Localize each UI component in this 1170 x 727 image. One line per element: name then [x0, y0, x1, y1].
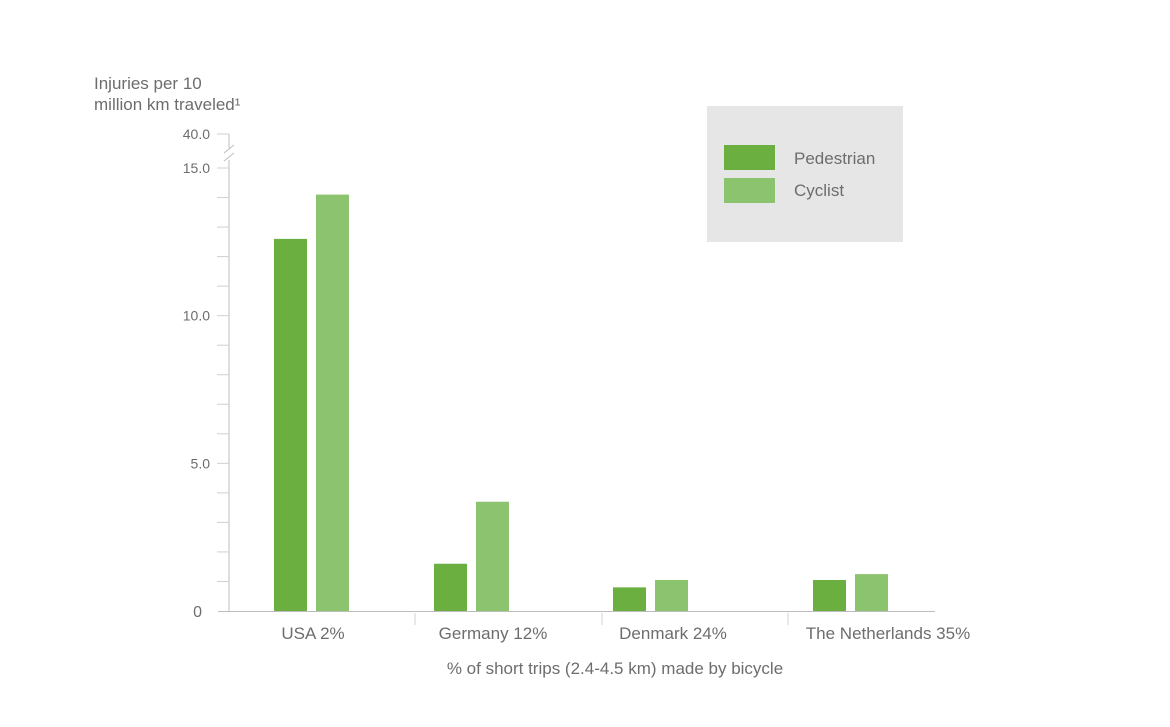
legend-swatch-cyclist [724, 178, 775, 203]
y-tick-label: 5.0 [191, 455, 211, 471]
bar-cyclist [476, 501, 509, 611]
x-tick-label: The Netherlands 35% [806, 624, 970, 643]
bar-cyclist [655, 579, 688, 611]
y-tick-label: 15.0 [183, 160, 210, 176]
legend-swatch-pedestrian [724, 145, 775, 170]
bar-pedestrian [813, 579, 846, 611]
y-tick-label: 10.0 [183, 308, 210, 324]
x-tick-label: USA 2% [281, 624, 344, 643]
bar-pedestrian [274, 238, 307, 611]
y-axis-label-line-2: million km traveled¹ [94, 95, 241, 114]
legend: Pedestrian Cyclist [707, 106, 903, 242]
x-tick-label: Germany 12% [439, 624, 548, 643]
y-tick-label: 0 [193, 604, 202, 621]
legend-label-cyclist: Cyclist [794, 181, 845, 200]
bar-pedestrian [434, 563, 467, 611]
bar-cyclist [316, 194, 349, 611]
x-axis-label: % of short trips (2.4-4.5 km) made by bi… [446, 659, 784, 678]
axis-break-mark [223, 144, 235, 154]
bar-pedestrian [613, 587, 646, 611]
y-axis-label-line-1: Injuries per 10 [94, 74, 202, 93]
x-tick-label: Denmark 24% [619, 624, 727, 643]
bar-cyclist [855, 574, 888, 611]
axis-break-mark [223, 152, 235, 162]
y-tick-label: 40.0 [183, 126, 210, 142]
legend-label-pedestrian: Pedestrian [794, 149, 876, 168]
